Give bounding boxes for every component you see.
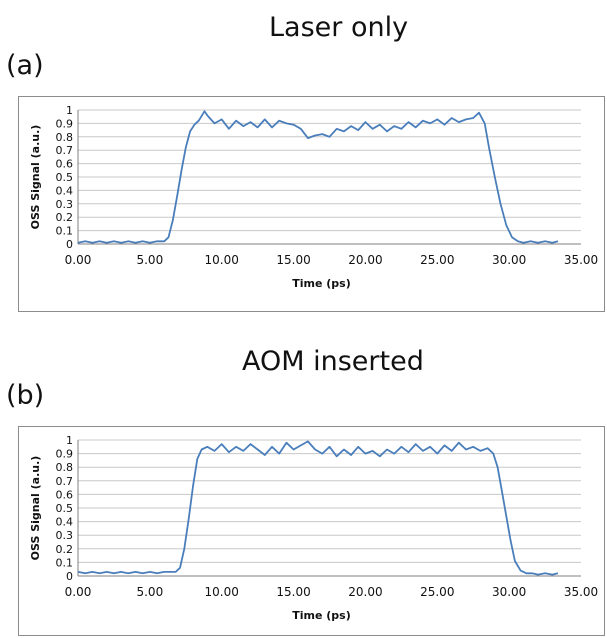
x-tick-label: 5.00: [136, 585, 163, 599]
x-tick-label: 5.00: [136, 253, 163, 267]
y-tick-label: 0.4: [56, 516, 74, 529]
x-tick-label: 30.00: [492, 253, 526, 267]
y-tick-label: 0.3: [56, 198, 74, 211]
y-tick-label: 0.7: [56, 144, 74, 157]
x-tick-label: 25.00: [420, 585, 454, 599]
panel-b-title: AOM inserted: [242, 346, 424, 377]
y-tick-label: 0.8: [56, 131, 74, 144]
x-tick-label: 35.00: [564, 585, 598, 599]
y-axis-label: OSS Signal (a.u.): [29, 125, 42, 230]
x-tick-label: 35.00: [564, 253, 598, 267]
chart-a: 00.10.20.30.40.50.60.70.80.910.00 5.00 10.…: [29, 104, 598, 290]
x-axis-label: Time (ps): [292, 609, 351, 622]
x-tick-label: 10.00: [205, 585, 239, 599]
y-tick-label: 0.3: [56, 529, 74, 542]
chart-b-frame: 0 0.1 0.2 0.3 0.4 0.5 0.6 0.7 0.8 0.9 1 0.00 5.00 10.…: [18, 426, 605, 636]
x-tick-label: 10.00: [205, 253, 239, 267]
y-tick-label: 0.5: [56, 502, 74, 515]
y-tick-label: 1: [66, 434, 73, 447]
panel-a-title: Laser only: [269, 12, 409, 43]
x-tick-label: 0.00: [65, 585, 92, 599]
x-tick-label: 0.00: [65, 253, 92, 267]
x-tick-label: 25.00: [420, 253, 454, 267]
x-tick-label: 20.00: [348, 253, 382, 267]
signal-line: [77, 110, 559, 244]
x-tick-label: 20.00: [348, 585, 382, 599]
y-tick-label: 0.9: [56, 117, 74, 130]
y-tick-label: 0.2: [56, 211, 74, 224]
y-tick-label: 1: [66, 104, 73, 117]
y-tick-label: 0: [66, 238, 73, 251]
chart-a-frame: 0 0.1 0.2 0.3 0.4 0.5 0.6 0.7 0.8 0.9 1 0.00 5.00 10.…: [18, 96, 605, 312]
y-tick-label: 0.6: [56, 158, 74, 171]
y-tick-label: 0.8: [56, 461, 74, 474]
y-tick-label: 0.7: [56, 475, 74, 488]
y-tick-label: 0: [66, 570, 73, 583]
y-tick-label: 0.1: [56, 225, 74, 238]
y-tick-label: 0.5: [56, 171, 74, 184]
signal-line: [77, 440, 559, 576]
chart-b: 00.10.20.30.40.50.60.70.80.910.00 5.00 10.…: [29, 434, 598, 622]
y-tick-label: 0.4: [56, 184, 74, 197]
y-tick-label: 0.1: [56, 556, 74, 569]
y-tick-label: 0.9: [56, 448, 74, 461]
panel-a-label: (a): [6, 50, 44, 81]
x-tick-label: 15.00: [276, 585, 310, 599]
panel-b-label: (b): [6, 380, 45, 411]
y-tick-label: 0.6: [56, 488, 74, 501]
y-axis-label: OSS Signal (a.u.): [29, 456, 42, 561]
x-tick-label: 30.00: [492, 585, 526, 599]
y-tick-label: 0.2: [56, 543, 74, 556]
x-axis-label: Time (ps): [292, 277, 351, 290]
x-tick-label: 15.00: [276, 253, 310, 267]
